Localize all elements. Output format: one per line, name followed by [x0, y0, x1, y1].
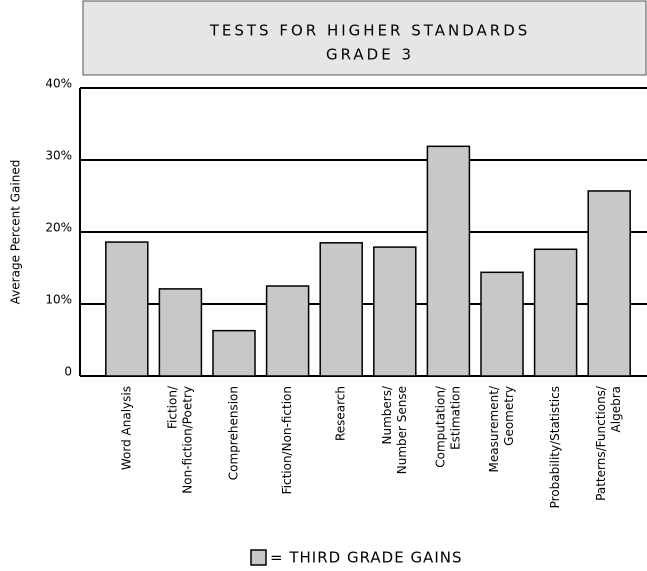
y-tick-label: 20% — [45, 221, 72, 235]
bar — [373, 246, 417, 377]
x-tick-label: Non-fiction/Poetry — [180, 386, 194, 494]
title-box — [82, 0, 647, 76]
x-tick-label: Geometry — [502, 386, 516, 446]
legend-label: = THIRD GRADE GAINS — [270, 549, 463, 567]
bar — [265, 285, 310, 377]
x-tick-label: Research — [334, 386, 348, 441]
y-axis-label: Average Percent Gained — [9, 160, 23, 305]
y-tick-label: 10% — [45, 293, 72, 307]
chart-subtitle: GRADE 3 — [326, 46, 414, 64]
y-tick-label: 30% — [45, 149, 72, 163]
x-tick-label: Comprehension — [227, 386, 241, 480]
x-tick-label: Patterns/Functions/ — [594, 385, 608, 501]
bar — [212, 329, 256, 377]
legend-swatch — [250, 549, 267, 566]
bar — [480, 271, 524, 377]
x-tick-label: Numbers/ — [380, 385, 394, 444]
x-tick-label: Word Analysis — [119, 386, 133, 470]
x-tick-label: Fiction/ — [165, 385, 179, 429]
chart-title: TESTS FOR HIGHER STANDARDS — [209, 22, 531, 40]
x-tick-label: Measurement/ — [487, 385, 501, 472]
bar — [158, 288, 203, 377]
bar — [426, 145, 471, 377]
bar — [319, 242, 363, 377]
x-tick-label: Number Sense — [395, 386, 409, 474]
bar — [105, 241, 149, 377]
x-tick-label: Computation/ — [433, 385, 447, 468]
x-tick-label: Fiction/Non-fiction — [280, 386, 294, 494]
bar — [533, 248, 578, 377]
x-tick-label: Algebra — [609, 386, 623, 432]
y-tick-label: 0 — [64, 365, 72, 379]
x-tick-label: Probability/Statistics — [548, 386, 562, 508]
bar — [587, 190, 631, 377]
y-tick-label: 40% — [45, 77, 72, 91]
x-tick-label: Estimation — [448, 386, 462, 450]
